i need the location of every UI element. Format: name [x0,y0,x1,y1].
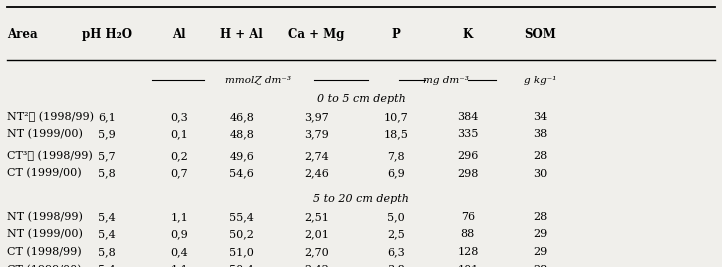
Text: 2,51: 2,51 [304,212,329,222]
Text: 1,1: 1,1 [170,212,188,222]
Text: g kg⁻¹: g kg⁻¹ [524,76,556,85]
Text: 88: 88 [461,229,475,239]
Text: 10,7: 10,7 [383,112,408,122]
Text: 46,8: 46,8 [230,112,254,122]
Text: mg dm⁻³: mg dm⁻³ [422,76,469,85]
Text: 2,01: 2,01 [304,229,329,239]
Text: 1,1: 1,1 [170,265,188,267]
Text: 7,8: 7,8 [387,151,404,161]
Text: 28: 28 [533,212,547,222]
Text: 5,4: 5,4 [98,229,116,239]
Text: 335: 335 [457,129,479,139]
Text: Ca + Mg: Ca + Mg [288,28,344,41]
Text: pH H₂O: pH H₂O [82,28,132,41]
Text: 28: 28 [533,265,547,267]
Text: 6,3: 6,3 [387,247,404,257]
Text: NT (1998/99): NT (1998/99) [7,212,83,222]
Text: 0,1: 0,1 [170,129,188,139]
Text: CT³⧣ (1998/99): CT³⧣ (1998/99) [7,151,93,162]
Text: 5,0: 5,0 [387,212,404,222]
Text: 49,6: 49,6 [230,151,254,161]
Text: H + Al: H + Al [220,28,264,41]
Text: CT (1998/99): CT (1998/99) [7,247,82,257]
Text: 76: 76 [461,212,475,222]
Text: 54,6: 54,6 [230,168,254,179]
Text: 29: 29 [533,229,547,239]
Text: 50,4: 50,4 [230,265,254,267]
Text: 6,9: 6,9 [387,168,404,179]
Text: CT (1999/00): CT (1999/00) [7,168,82,179]
Text: 298: 298 [457,168,479,179]
Text: 48,8: 48,8 [230,129,254,139]
Text: 18,5: 18,5 [383,129,408,139]
Text: 5,7: 5,7 [98,151,116,161]
Text: Al: Al [173,28,186,41]
Text: 5,4: 5,4 [98,265,116,267]
Text: NT (1999/00): NT (1999/00) [7,229,83,239]
Text: 5,8: 5,8 [98,247,116,257]
Text: 5,8: 5,8 [98,168,116,179]
Text: 296: 296 [457,151,479,161]
Text: 51,0: 51,0 [230,247,254,257]
Text: NT (1999/00): NT (1999/00) [7,129,83,139]
Text: 5,4: 5,4 [98,212,116,222]
Text: SOM: SOM [524,28,556,41]
Text: NT²⧣ (1998/99): NT²⧣ (1998/99) [7,112,94,122]
Text: 3,8: 3,8 [387,265,404,267]
Text: P: P [391,28,400,41]
Text: 5 to 20 cm depth: 5 to 20 cm depth [313,194,409,204]
Text: 2,46: 2,46 [304,168,329,179]
Text: 0,9: 0,9 [170,229,188,239]
Text: Area: Area [7,28,38,41]
Text: 3,79: 3,79 [304,129,329,139]
Text: K: K [463,28,473,41]
Text: 2,70: 2,70 [304,247,329,257]
Text: 6,1: 6,1 [98,112,116,122]
Text: 3,97: 3,97 [304,112,329,122]
Text: 28: 28 [533,151,547,161]
Text: 0,4: 0,4 [170,247,188,257]
Text: 2,5: 2,5 [387,229,404,239]
Text: 0,7: 0,7 [170,168,188,179]
Text: 5,9: 5,9 [98,129,116,139]
Text: mmolⱿ dm⁻³: mmolⱿ dm⁻³ [225,76,292,85]
Text: 0,3: 0,3 [170,112,188,122]
Text: 384: 384 [457,112,479,122]
Text: CT (1999/00): CT (1999/00) [7,265,82,267]
Text: 29: 29 [533,247,547,257]
Text: 2,74: 2,74 [304,151,329,161]
Text: 101: 101 [457,265,479,267]
Text: 38: 38 [533,129,547,139]
Text: 128: 128 [457,247,479,257]
Text: 2,42: 2,42 [304,265,329,267]
Text: 30: 30 [533,168,547,179]
Text: 34: 34 [533,112,547,122]
Text: 50,2: 50,2 [230,229,254,239]
Text: 0,2: 0,2 [170,151,188,161]
Text: 0 to 5 cm depth: 0 to 5 cm depth [317,94,405,104]
Text: 55,4: 55,4 [230,212,254,222]
